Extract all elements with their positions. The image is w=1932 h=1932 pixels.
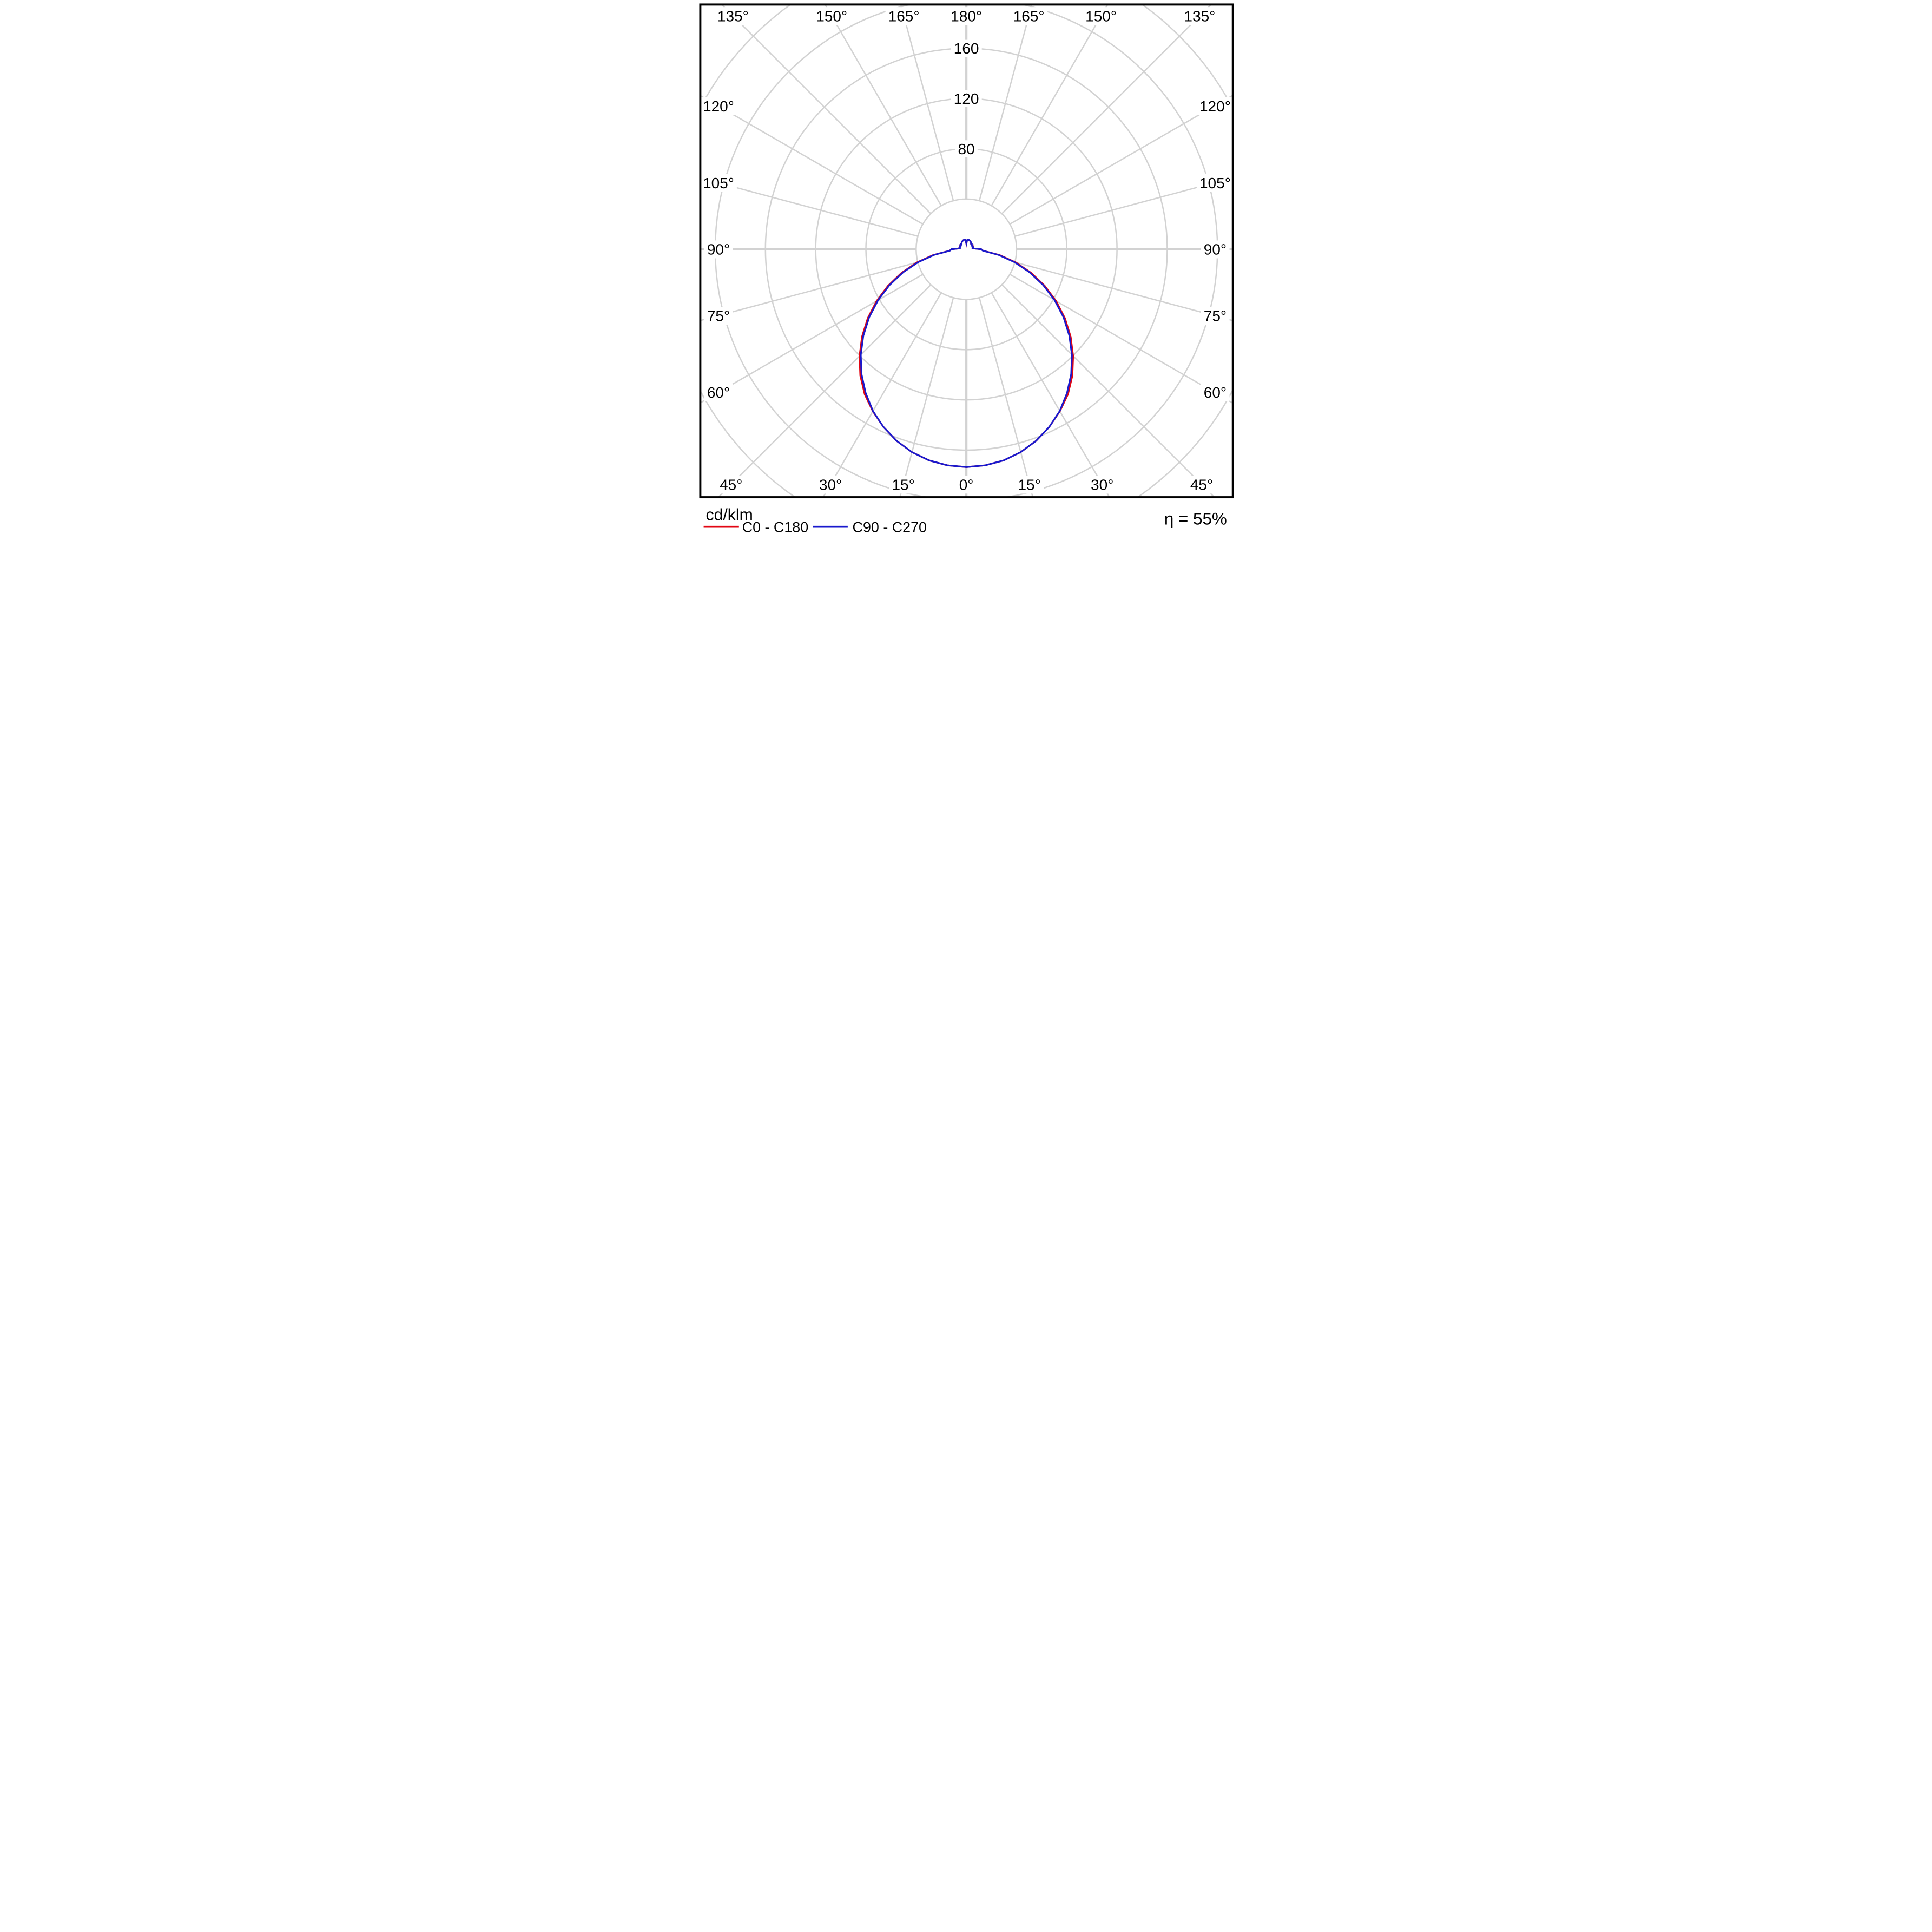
- radial-tick-labels: 80 120 160: [951, 39, 982, 157]
- angle-label-135-right: 135°: [1184, 8, 1215, 24]
- angle-label-bg-90-left: [703, 240, 733, 259]
- angle-label-120-right: 120°: [1199, 98, 1230, 115]
- angle-label-15-right: 15°: [1018, 477, 1040, 493]
- angle-label-bg-30-left: [815, 476, 845, 494]
- radial-label-80: 80: [958, 141, 974, 157]
- angle-label-bg-135-left: [714, 7, 751, 25]
- angle-label-0: 0°: [959, 477, 973, 493]
- angle-label-165-right: 165°: [1013, 8, 1044, 24]
- angle-label-135-left: 135°: [717, 8, 748, 24]
- polar-diagram-svg: 80 120 160 0° 15° 15° 30° 30° 45° 45° 60° 60° 75° 75…: [695, 0, 1237, 541]
- angle-label-bg-30-right: [1087, 476, 1117, 494]
- grid-spoke-30: [965, 249, 1110, 498]
- grid-spoke-75: [966, 248, 1233, 321]
- plot-frame: [698, 3, 1234, 499]
- legend-label-c90-c270: C90 - C270: [852, 519, 926, 535]
- angle-label-bg-180: [947, 7, 985, 25]
- angle-label-bg-45-left: [716, 476, 746, 494]
- angle-label-45-right: 45°: [1190, 477, 1212, 493]
- grid-spoke-210: [824, 4, 967, 250]
- angle-label-bg-60-right: [1200, 383, 1230, 401]
- angle-label-150-right: 150°: [1085, 8, 1117, 24]
- distribution-curves: [858, 239, 1074, 468]
- radial-label-bg-120: [951, 90, 982, 107]
- angle-label-165-left: 165°: [888, 8, 919, 24]
- angle-label-180: 180°: [951, 8, 982, 24]
- angle-label-150-left: 150°: [816, 8, 847, 24]
- angle-label-bg-120-left: [700, 97, 737, 115]
- grid-spoke-15: [965, 249, 1033, 498]
- grid-spoke-240: [700, 95, 967, 250]
- angle-label-bg-75-right: [1200, 307, 1230, 325]
- angle-tick-labels: 0° 15° 15° 30° 30° 45° 45° 60° 60° 75° 75° 90° 90° 10…: [700, 7, 1234, 494]
- angle-label-bg-105-left: [700, 174, 737, 192]
- radial-label-bg-160: [951, 39, 982, 57]
- angle-label-90-left: 90°: [707, 241, 729, 258]
- angle-label-bg-0: [955, 476, 977, 494]
- angle-label-60-right: 60°: [1203, 384, 1226, 401]
- grid-spoke-105: [966, 177, 1233, 250]
- polar-grid: [700, 4, 1233, 498]
- angle-label-105-left: 105°: [703, 175, 734, 192]
- grid-spoke-60: [966, 248, 1233, 404]
- radial-label-bg-80: [954, 140, 978, 157]
- curve-c90-c270: [859, 239, 1073, 468]
- grid-spoke-120: [966, 94, 1233, 250]
- angle-label-75-right: 75°: [1203, 307, 1226, 324]
- angle-label-45-left: 45°: [720, 477, 742, 493]
- angle-label-bg-45-right: [1186, 476, 1216, 494]
- legend: cd/klm η = 55% C0 - C180 C90 - C270: [703, 506, 1227, 535]
- angle-label-bg-60-left: [703, 383, 733, 401]
- legend-item-c0-c180: C0 - C180: [703, 519, 808, 535]
- angle-label-bg-135-right: [1181, 7, 1218, 25]
- angle-label-bg-120-right: [1196, 97, 1234, 115]
- grid-spoke-165: [965, 4, 1033, 249]
- photometric-polar-chart: 80 120 160 0° 15° 15° 30° 30° 45° 45° 60° 60° 75° 75…: [695, 0, 1237, 541]
- grid-spoke-255: [700, 177, 966, 250]
- angle-label-bg-165-right: [1010, 7, 1047, 25]
- angle-label-60-left: 60°: [707, 384, 729, 401]
- grid-spoke-150: [965, 4, 1109, 250]
- angle-label-120-left: 120°: [703, 98, 734, 115]
- angle-label-15-left: 15°: [892, 477, 914, 493]
- grid-spoke-300: [700, 248, 967, 404]
- angle-label-bg-105-right: [1196, 174, 1234, 192]
- angle-label-30-right: 30°: [1091, 477, 1113, 493]
- legend-label-c0-c180: C0 - C180: [742, 519, 808, 535]
- grid-spoke-330: [822, 249, 967, 498]
- grid-circle-40: [915, 198, 1017, 300]
- angle-label-bg-75-left: [703, 307, 733, 325]
- angle-label-105-right: 105°: [1199, 175, 1230, 192]
- angle-label-bg-90-right: [1200, 240, 1230, 259]
- grid-spoke-285: [700, 248, 966, 321]
- angle-label-bg-165-left: [885, 7, 922, 25]
- angle-label-bg-150-right: [1082, 7, 1119, 25]
- efficiency-label: η = 55%: [1164, 509, 1227, 528]
- grid-spoke-195: [900, 4, 967, 249]
- grid-spoke-345: [899, 249, 967, 498]
- angle-label-30-left: 30°: [819, 477, 841, 493]
- angle-label-75-left: 75°: [707, 307, 729, 324]
- angle-label-bg-150-left: [813, 7, 850, 25]
- angle-label-bg-15-right: [1014, 476, 1044, 494]
- inner-disc-mask: [916, 199, 1016, 299]
- radial-label-120: 120: [953, 90, 979, 107]
- angle-label-bg-15-left: [888, 476, 918, 494]
- angle-label-90-right: 90°: [1203, 241, 1226, 258]
- legend-title: cd/klm: [705, 506, 753, 524]
- legend-item-c90-c270: C90 - C270: [813, 519, 926, 535]
- radial-label-160: 160: [953, 40, 979, 57]
